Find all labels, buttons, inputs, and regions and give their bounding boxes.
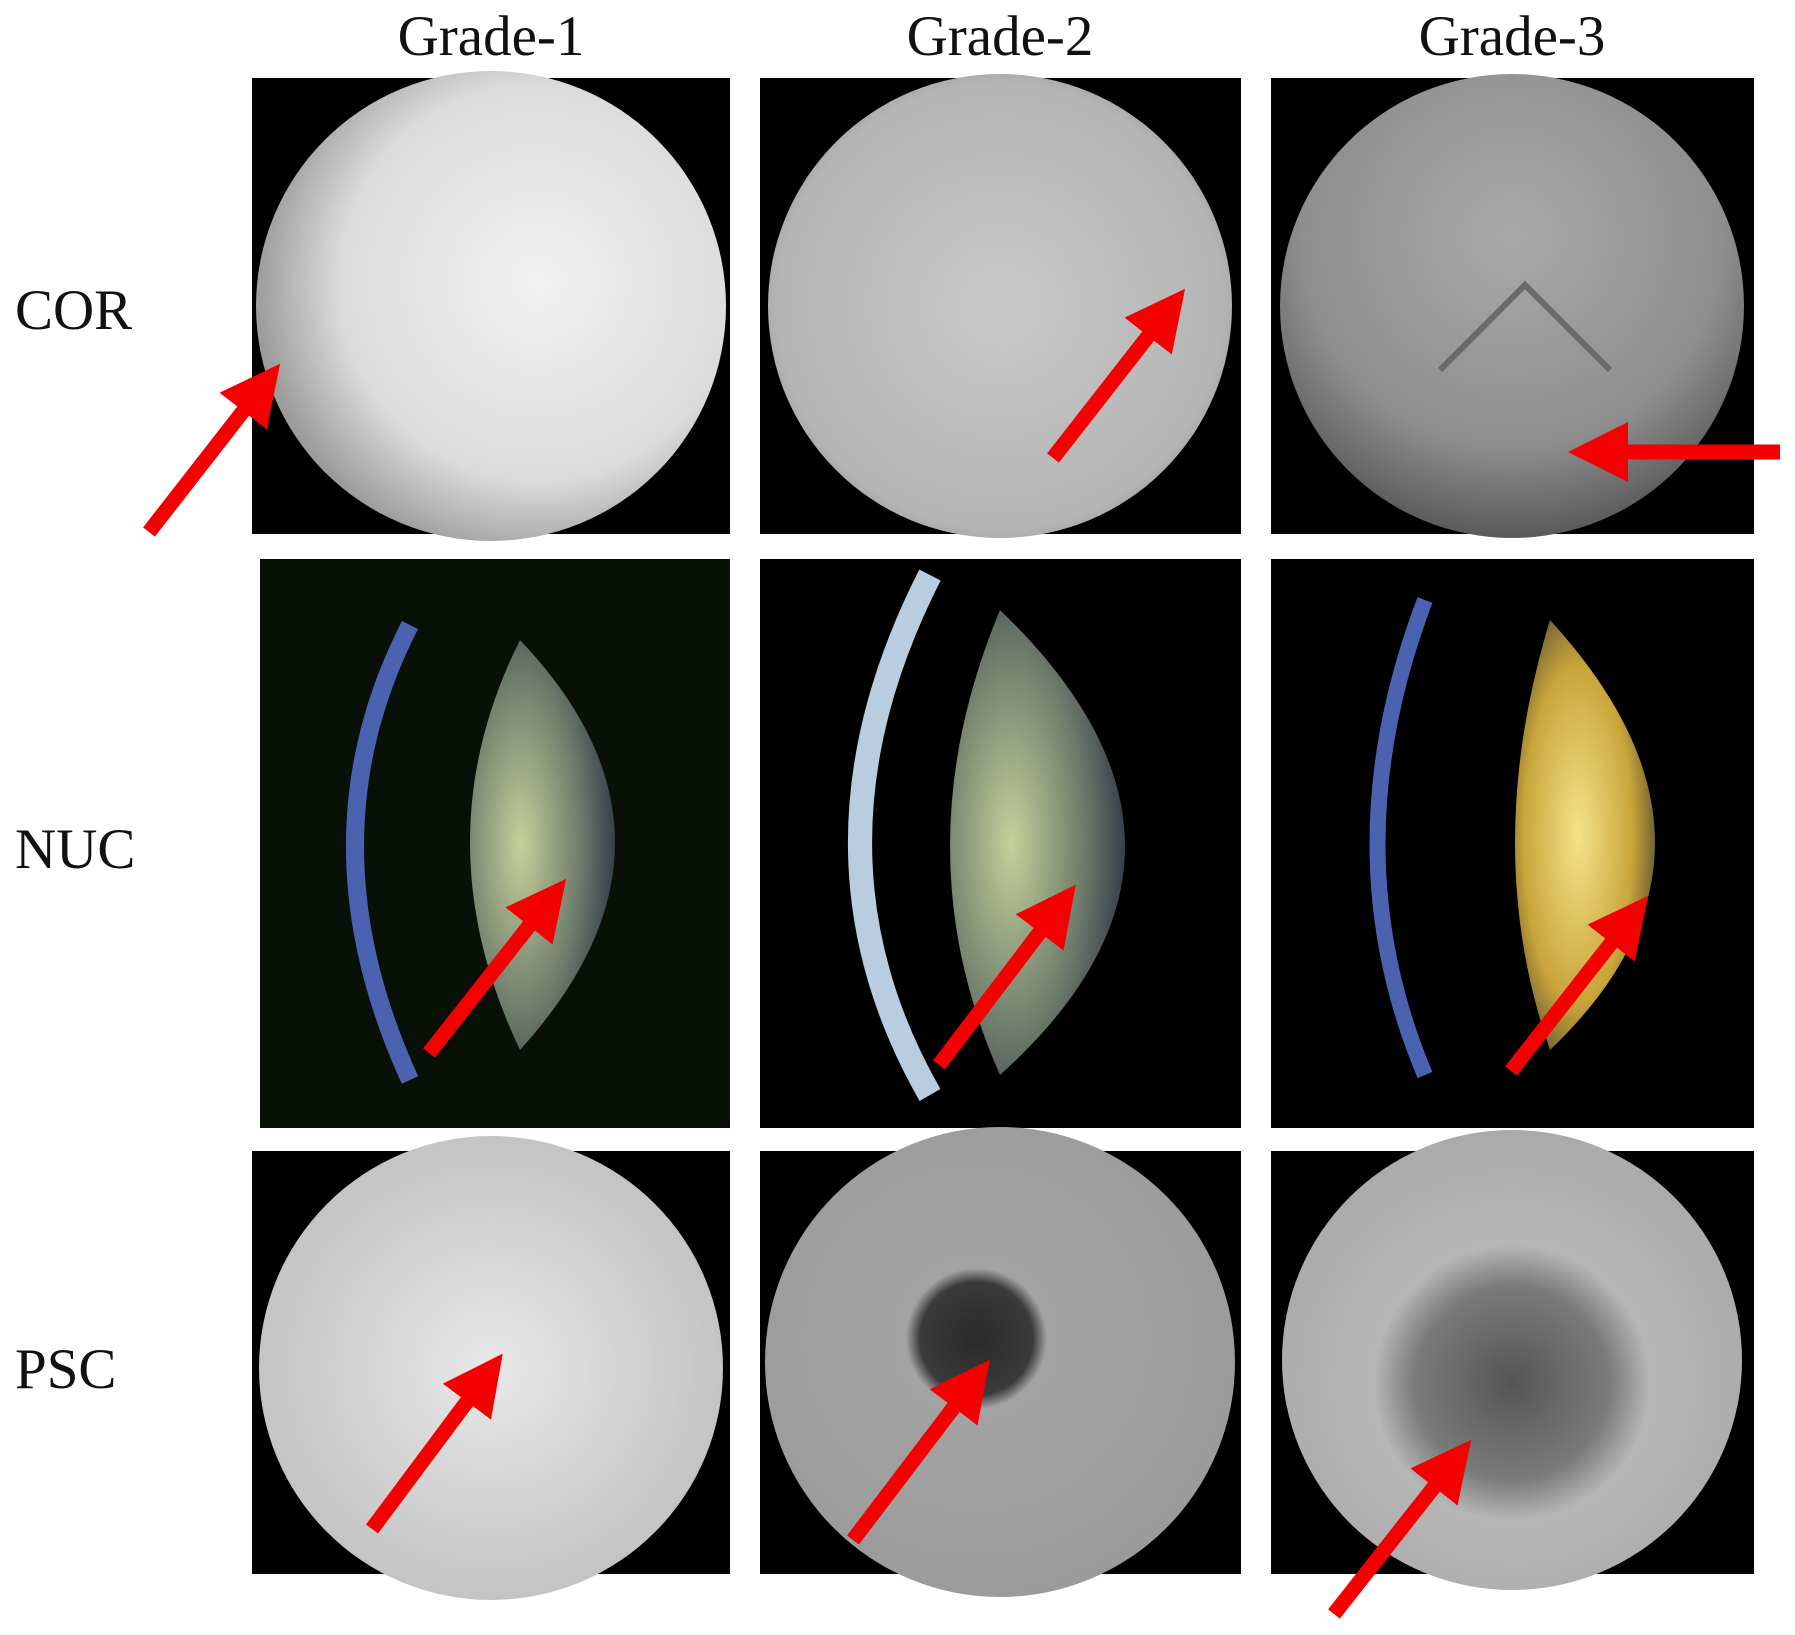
- column-label: Grade-3: [1419, 5, 1606, 68]
- row-label: PSC: [15, 1338, 116, 1401]
- cor-images: [252, 71, 1754, 541]
- arrows: [143, 288, 1780, 1619]
- column-label: Grade-2: [907, 5, 1094, 68]
- nuc-images: [260, 559, 1754, 1128]
- row-label: NUC: [15, 818, 135, 881]
- column-label: Grade-1: [398, 5, 585, 68]
- row-label: COR: [15, 279, 132, 342]
- psc-images: [252, 1127, 1754, 1600]
